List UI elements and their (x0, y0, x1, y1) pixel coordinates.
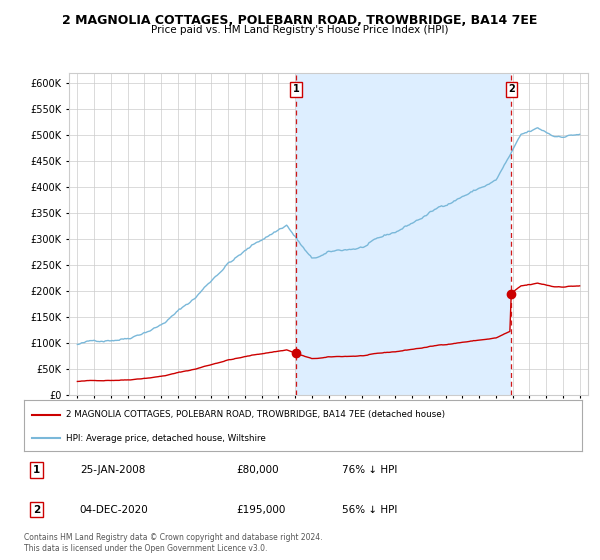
Text: Price paid vs. HM Land Registry's House Price Index (HPI): Price paid vs. HM Land Registry's House … (151, 25, 449, 35)
Text: 1: 1 (32, 465, 40, 475)
Text: £80,000: £80,000 (236, 465, 278, 475)
Text: 2 MAGNOLIA COTTAGES, POLEBARN ROAD, TROWBRIDGE, BA14 7EE: 2 MAGNOLIA COTTAGES, POLEBARN ROAD, TROW… (62, 14, 538, 27)
Text: 56% ↓ HPI: 56% ↓ HPI (342, 505, 397, 515)
Text: 76% ↓ HPI: 76% ↓ HPI (342, 465, 397, 475)
Text: 25-JAN-2008: 25-JAN-2008 (80, 465, 145, 475)
Text: £195,000: £195,000 (236, 505, 286, 515)
Text: HPI: Average price, detached house, Wiltshire: HPI: Average price, detached house, Wilt… (66, 433, 266, 443)
Text: 2 MAGNOLIA COTTAGES, POLEBARN ROAD, TROWBRIDGE, BA14 7EE (detached house): 2 MAGNOLIA COTTAGES, POLEBARN ROAD, TROW… (66, 410, 445, 419)
Text: 1: 1 (293, 84, 299, 94)
Text: 04-DEC-2020: 04-DEC-2020 (80, 505, 149, 515)
Text: Contains HM Land Registry data © Crown copyright and database right 2024.
This d: Contains HM Land Registry data © Crown c… (24, 533, 323, 553)
Text: 2: 2 (32, 505, 40, 515)
Bar (296, 73, 511, 395)
Text: 2: 2 (508, 84, 515, 94)
